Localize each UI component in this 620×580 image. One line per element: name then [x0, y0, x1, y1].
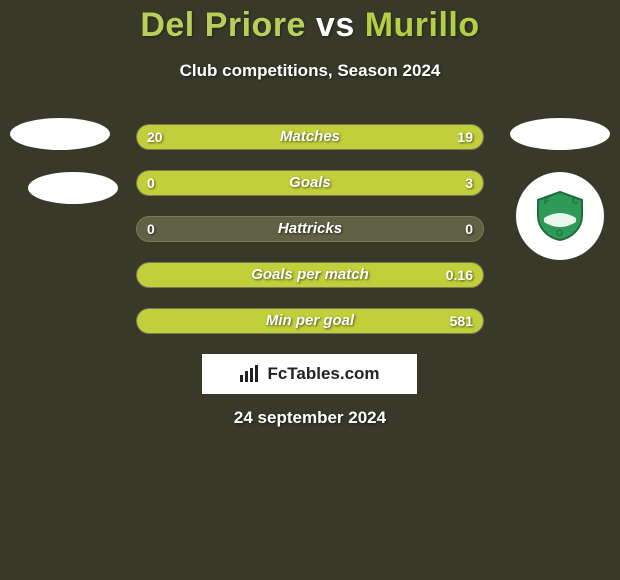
stat-row: 0Goals3 — [136, 170, 484, 196]
stat-row: Min per goal581 — [136, 308, 484, 334]
avatars-right: F C O — [510, 118, 610, 260]
player2-photo-placeholder — [510, 118, 610, 150]
stat-row: 0Hattricks0 — [136, 216, 484, 242]
stat-label: Matches — [137, 125, 483, 149]
stat-row: Goals per match0.16 — [136, 262, 484, 288]
stat-row: 20Matches19 — [136, 124, 484, 150]
page-title: Del Priore vs Murillo — [0, 0, 620, 45]
date: 24 september 2024 — [0, 408, 620, 428]
player1-photo-placeholder — [10, 118, 110, 150]
bars-icon — [239, 365, 261, 383]
value-right: 0 — [465, 217, 473, 241]
value-right: 19 — [457, 125, 473, 149]
stat-label: Goals per match — [137, 263, 483, 287]
vs-text: vs — [316, 6, 355, 44]
svg-text:C: C — [572, 196, 579, 206]
value-right: 0.16 — [446, 263, 473, 287]
shield-icon: F C O — [532, 188, 588, 244]
stat-label: Hattricks — [137, 217, 483, 241]
stat-label: Goals — [137, 171, 483, 195]
value-right: 581 — [450, 309, 473, 333]
player2-name: Murillo — [365, 6, 480, 44]
value-right: 3 — [465, 171, 473, 195]
watermark: FcTables.com — [202, 354, 417, 394]
player1-name: Del Priore — [140, 6, 306, 44]
stat-rows: 20Matches190Goals30Hattricks0Goals per m… — [136, 124, 484, 354]
player2-club-badge: F C O — [516, 172, 604, 260]
svg-text:O: O — [556, 228, 563, 238]
watermark-text: FcTables.com — [267, 364, 379, 384]
stat-label: Min per goal — [137, 309, 483, 333]
subtitle: Club competitions, Season 2024 — [0, 61, 620, 81]
player1-club-placeholder — [28, 172, 118, 204]
avatars-left — [10, 118, 110, 226]
comparison-card: Del Priore vs Murillo Club competitions,… — [0, 0, 620, 580]
svg-text:F: F — [544, 196, 550, 206]
